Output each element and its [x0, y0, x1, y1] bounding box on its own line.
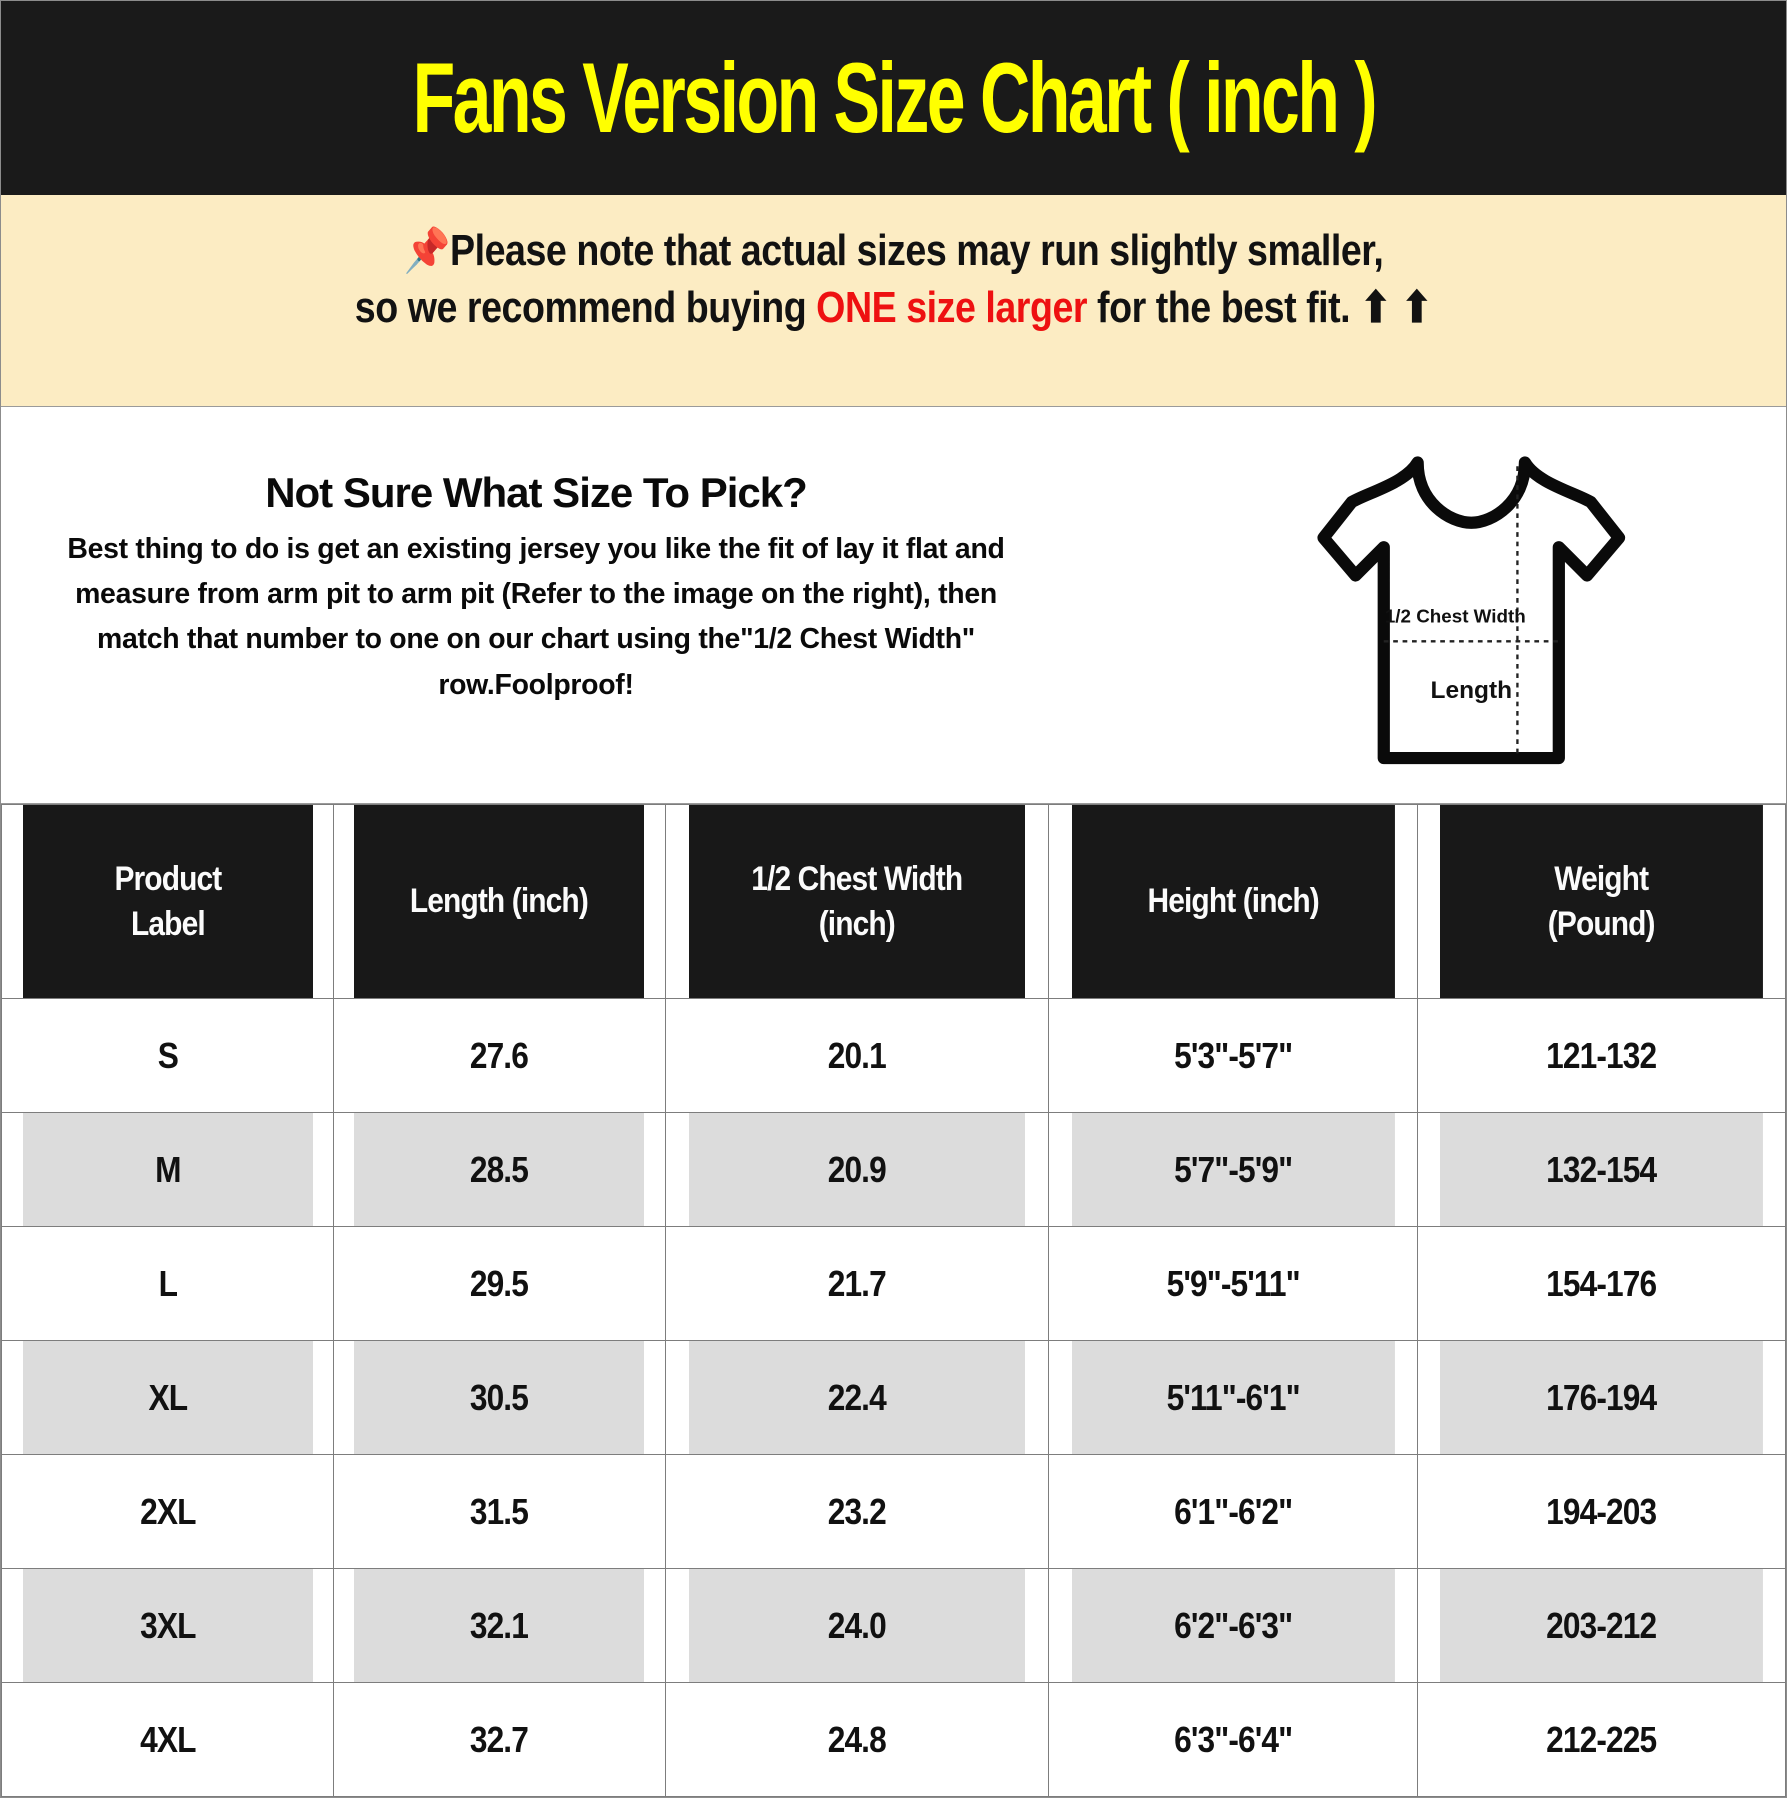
- svg-text:Length: Length: [1431, 677, 1513, 704]
- svg-text:1/2 Chest Width: 1/2 Chest Width: [1385, 606, 1526, 627]
